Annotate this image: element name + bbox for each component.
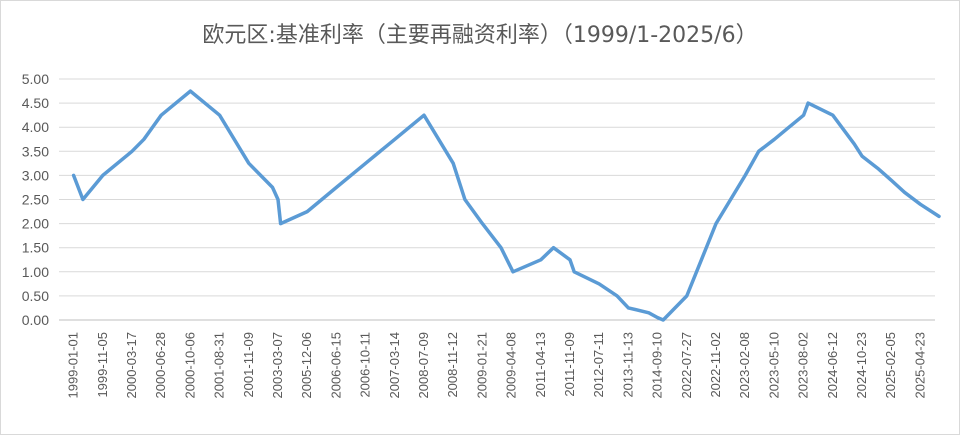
data-point [511,270,515,273]
x-tick-label: 2023-05-10 [766,332,781,399]
data-point [160,114,163,117]
y-tick-label: 2.50 [22,192,49,208]
data-point [773,138,776,141]
x-tick-label: 2000-03-17 [124,332,139,399]
data-point [142,138,146,141]
data-point [422,114,426,117]
x-tick-label: 2008-07-09 [416,332,431,399]
x-tick-label: 2025-02-05 [883,332,898,399]
x-tick-label: 2014-09-10 [650,332,665,399]
x-tick-label: 2022-07-27 [679,332,694,399]
series-group [71,89,941,322]
data-point [218,114,221,117]
data-point [802,114,805,117]
y-tick-label: 1.50 [22,240,49,256]
y-axis-ticks: 5.00 4.50 4.00 3.50 3.00 2.50 2.00 1.50 1.00 0.50… [22,71,49,328]
data-point [101,174,105,177]
x-tick-label: 2009-04-08 [504,332,519,399]
data-point [306,210,309,213]
x-tick-label: 2013-11-13 [620,332,635,398]
data-point [729,198,732,201]
data-point [573,270,576,273]
data-point [393,138,396,141]
x-tick-label: 2001-11-09 [241,332,256,398]
data-point [656,316,659,319]
x-tick-label: 2005-12-06 [299,332,314,399]
x-tick-label: 2009-01-21 [474,332,489,399]
data-point [700,258,703,261]
data-point [890,179,893,182]
y-tick-label: 1.00 [22,264,49,280]
y-tick-label: 4.00 [22,119,49,135]
x-tick-label: 2023-08-02 [796,332,811,399]
x-tick-label: 2008-11-12 [445,332,460,398]
data-point [276,198,280,201]
data-point [568,258,572,261]
data-point [903,191,906,194]
data-point [539,258,542,261]
x-tick-label: 2000-06-28 [153,332,168,399]
data-point [463,198,467,201]
x-tick-label: 2006-06-15 [328,332,343,399]
data-point [481,222,484,225]
data-point [853,142,856,146]
y-tick-label: 0.50 [22,288,49,304]
y-tick-label: 5.00 [22,71,49,87]
x-tick-label: 2000-10-06 [182,332,197,399]
y-tick-label: 3.00 [22,167,49,183]
data-point [499,246,503,249]
data-point [81,198,85,201]
x-tick-label: 2024-06-12 [825,332,840,399]
data-point [189,89,192,93]
data-point [72,174,75,177]
data-point [615,294,619,298]
data-point [714,222,718,225]
data-point [787,126,791,129]
data-point [860,154,864,158]
x-tick-label: 2011-11-09 [562,332,577,397]
data-point [335,186,338,189]
x-tick-label: 2001-08-31 [212,332,227,399]
x-tick-label: 2007-03-14 [387,332,402,399]
y-tick-label: 0.00 [22,312,49,328]
data-point [271,186,274,189]
y-tick-label: 2.00 [22,216,49,232]
x-tick-label: 2006-10-11 [358,332,373,398]
x-tick-label: 2023-02-08 [737,332,752,399]
data-point [806,101,810,105]
data-point [744,174,747,177]
data-point [831,114,834,117]
data-point [647,311,650,314]
x-tick-label: 2022-11-02 [708,332,723,398]
data-point [876,167,879,170]
x-tick-label: 1999-11-05 [95,332,110,398]
y-tick-label: 3.50 [22,143,49,159]
data-point [247,162,250,165]
x-tick-label: 2012-07-11 [591,332,606,398]
data-point [662,318,665,322]
data-point [364,162,367,165]
x-tick-label: 1999-01-01 [66,332,81,399]
data-point [279,222,282,225]
x-tick-label: 2011-04-13 [533,332,548,398]
data-point [937,215,941,218]
chart-title: 欧元区:基准利率（主要再融资利率）（1999/1-2025/6） [202,23,757,48]
y-tick-label: 4.50 [22,95,49,111]
data-point [552,246,555,249]
series-line-main-refinancing-rate [71,89,941,322]
x-tick-label: 2024-10-23 [854,332,869,399]
x-tick-label: 2003-03-07 [270,332,285,399]
data-point [919,203,922,206]
data-point [757,150,760,153]
data-point [685,294,688,298]
x-axis-ticks: 1999-01-01 1999-11-05 2000-03-17 2000-06-28… [66,332,928,399]
data-point [130,150,134,153]
x-tick-label: 2025-04-23 [912,332,927,399]
data-point [598,282,601,286]
data-point [452,162,455,165]
data-point [627,306,630,310]
